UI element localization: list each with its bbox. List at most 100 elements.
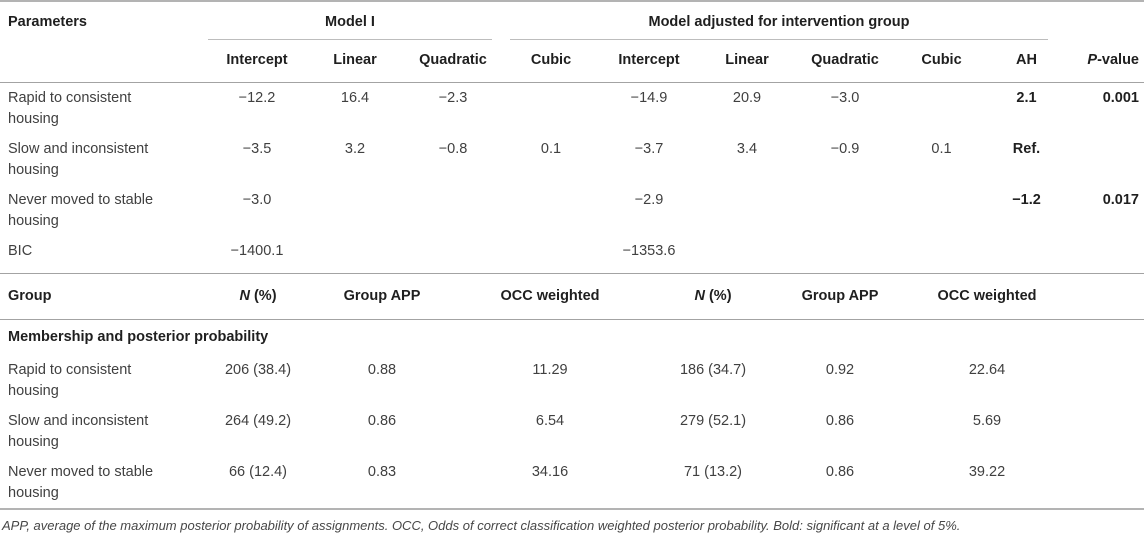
spacer-header-cell [1076, 274, 1144, 320]
value-cell: 186 (34.7) [679, 362, 747, 378]
value-cell [894, 185, 989, 236]
spacer-cell [1076, 355, 1144, 406]
table-row: Slow and inconsistent housing −3.5 3.2 −… [0, 134, 1144, 185]
value-cell: 206 (38.4) [224, 362, 292, 378]
model-adjusted-span-rule: Model adjusted for intervention group [510, 12, 1048, 40]
table-row-group-headers: Group N (%) Group APP OCC weighted N (%)… [0, 274, 1144, 320]
column-header-group-app-2: Group APP [782, 274, 898, 320]
value-cell: 0.86 [367, 413, 397, 429]
model-adjusted-span-header: Model adjusted for intervention group [502, 1, 1064, 40]
column-header-cubic-2: Cubic [894, 40, 989, 83]
n-italic: N [694, 288, 705, 304]
membership-table: Group N (%) Group APP OCC weighted N (%)… [0, 274, 1144, 510]
value-cell: 264 (49.2) [224, 413, 292, 429]
value-cell: 66 (12.4) [228, 464, 288, 480]
row-label: Rapid to consistent housing [8, 90, 132, 127]
value-cell [894, 83, 989, 135]
value-cell: −14.9 [630, 90, 668, 106]
table-row-bic: BIC −1400.1 −1353.6 [0, 236, 1144, 274]
value-cell-pvalue [1064, 134, 1144, 185]
value-cell-pvalue: 0.001 [1102, 90, 1139, 106]
value-cell: 279 (52.1) [679, 413, 747, 429]
n-italic: N [239, 288, 250, 304]
table-row: Slow and inconsistent housing 264 (49.2)… [0, 406, 1144, 457]
table-row-subheaders: Intercept Linear Quadratic Cubic Interce… [0, 40, 1144, 83]
row-label: Never moved to stable housing [8, 464, 154, 501]
spacer-cell [1076, 406, 1144, 457]
value-cell: 0.88 [367, 362, 397, 378]
n-suffix: (%) [249, 288, 277, 304]
table-row: Rapid to consistent housing 206 (38.4) 0… [0, 355, 1144, 406]
column-header-occ-weighted-1: OCC weighted [456, 274, 644, 320]
value-cell: 0.92 [825, 362, 855, 378]
row-label: BIC [8, 243, 33, 259]
table-row-spanners: Parameters Model I Model adjusted for in… [0, 1, 1144, 83]
value-cell: 0.86 [825, 413, 855, 429]
value-cell [796, 185, 894, 236]
pvalue-italic-p: P [1087, 52, 1098, 68]
value-cell [502, 83, 600, 135]
value-cell-pvalue: 0.017 [1102, 192, 1139, 208]
column-header-ah: AH [989, 40, 1064, 83]
value-cell-ah: −1.2 [1012, 192, 1041, 208]
model1-span-label: Model I [325, 14, 375, 30]
column-header-linear-1: Linear [306, 40, 404, 83]
value-cell-ah: 2.1 [1016, 90, 1037, 106]
value-cell [698, 185, 796, 236]
value-cell: 16.4 [340, 90, 370, 106]
empty-header-cell [1064, 1, 1144, 40]
n-suffix: (%) [704, 288, 732, 304]
value-cell: 0.83 [367, 464, 397, 480]
value-cell: 11.29 [532, 362, 568, 378]
row-label: Never moved to stable housing [8, 192, 154, 229]
value-cell: −12.2 [238, 90, 276, 106]
column-header-quadratic-1: Quadratic [404, 40, 502, 83]
value-cell: 39.22 [968, 464, 1006, 480]
pvalue-suffix: -value [1097, 52, 1139, 68]
parameters-header: Parameters [0, 1, 208, 83]
value-cell [306, 185, 404, 236]
value-cell: −3.0 [830, 90, 860, 106]
value-cell [306, 236, 404, 274]
spacer-cell [1076, 457, 1144, 509]
model1-span-header: Model I [208, 1, 502, 40]
table-row: Never moved to stable housing 66 (12.4) … [0, 457, 1144, 509]
value-cell: 71 (13.2) [683, 464, 743, 480]
model-adjusted-span-label: Model adjusted for intervention group [648, 14, 910, 30]
column-header-intercept-1: Intercept [208, 40, 306, 83]
value-cell: 22.64 [968, 362, 1006, 378]
column-header-group-app-1: Group APP [308, 274, 456, 320]
value-cell: 3.4 [736, 141, 758, 157]
value-cell: −1400.1 [230, 243, 284, 259]
column-header-n-1: N (%) [208, 274, 308, 320]
value-cell: 0.1 [931, 141, 952, 157]
table-row: Never moved to stable housing −3.0 −2.9 … [0, 185, 1144, 236]
value-cell: −3.7 [634, 141, 664, 157]
column-header-occ-weighted-2: OCC weighted [898, 274, 1076, 320]
table-footnote: APP, average of the maximum posterior pr… [2, 518, 961, 533]
value-cell: −3.0 [242, 192, 272, 208]
group-header: Group [0, 274, 208, 320]
column-header-intercept-2: Intercept [600, 40, 698, 83]
value-cell-ah: Ref. [1012, 141, 1041, 157]
value-cell: 3.2 [344, 141, 366, 157]
column-header-cubic-1: Cubic [502, 40, 600, 83]
value-cell: −0.9 [830, 141, 860, 157]
value-cell: 0.86 [825, 464, 855, 480]
column-header-quadratic-2: Quadratic [796, 40, 894, 83]
value-cell [502, 236, 600, 274]
table-row: Rapid to consistent housing −12.2 16.4 −… [0, 83, 1144, 135]
value-cell: 20.9 [732, 90, 762, 106]
section-label: Membership and posterior probability [8, 329, 269, 345]
model1-span-rule: Model I [208, 12, 492, 40]
value-cell [404, 236, 502, 274]
value-cell: 6.54 [535, 413, 565, 429]
column-header-pvalue: P-value [1064, 40, 1144, 83]
value-cell [502, 185, 600, 236]
row-label: Rapid to consistent housing [8, 362, 132, 399]
row-label: Slow and inconsistent housing [8, 141, 149, 178]
value-cell: 0.1 [540, 141, 562, 157]
value-cell-pvalue [1064, 236, 1144, 274]
model-parameters-table: Parameters Model I Model adjusted for in… [0, 0, 1144, 274]
